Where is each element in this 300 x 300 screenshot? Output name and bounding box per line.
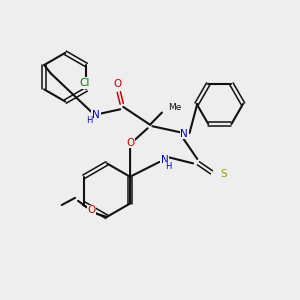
Text: N: N [92, 110, 100, 120]
Text: O: O [113, 79, 122, 89]
Text: S: S [220, 169, 227, 179]
Text: H: H [86, 116, 93, 125]
Text: Me: Me [168, 103, 181, 112]
Text: H: H [165, 162, 171, 171]
Text: O: O [126, 138, 134, 148]
Text: O: O [87, 205, 96, 215]
Text: Cl: Cl [80, 78, 90, 88]
Text: N: N [161, 155, 169, 165]
Text: N: N [180, 129, 188, 139]
